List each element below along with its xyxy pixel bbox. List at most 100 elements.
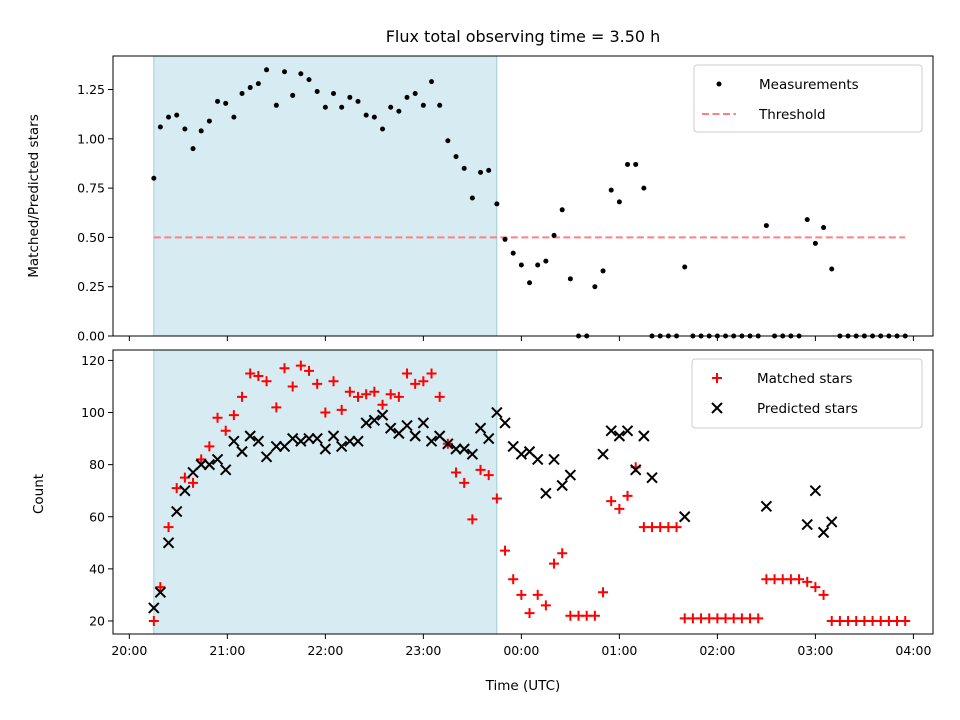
predicted-star-point	[236, 445, 248, 458]
matched-star-point	[393, 391, 404, 402]
matched-star-point	[163, 522, 174, 533]
chart-title: Flux total observing time = 3.50 h	[386, 27, 661, 46]
matched-star-point	[549, 558, 560, 569]
measurement-point	[453, 154, 459, 160]
matched-star-point	[818, 589, 829, 600]
predicted-star-point	[613, 430, 626, 442]
measurement-point	[412, 90, 418, 96]
predicted-star-point	[817, 526, 830, 539]
bottom-x-tick-label: 00:00	[503, 643, 539, 658]
predicted-star-point	[531, 453, 544, 466]
matched-star-point	[516, 589, 527, 600]
top-legend-marker	[716, 81, 722, 87]
matched-star-point	[312, 378, 323, 389]
measurement-point	[355, 98, 361, 104]
matched-star-point	[228, 410, 239, 421]
bottom-x-tick-label: 02:00	[699, 643, 735, 658]
predicted-star-point	[499, 417, 511, 429]
predicted-star-point	[376, 409, 389, 421]
measurement-point	[215, 98, 221, 104]
bottom-axes-frame	[112, 349, 934, 635]
matched-star-point	[671, 522, 682, 533]
measurement-point	[322, 104, 328, 110]
measurement-point	[527, 280, 533, 286]
bottom-y-tick-label: 20	[89, 613, 105, 628]
top-y-tick-label: 1.25	[77, 82, 105, 97]
top-y-tick-label: 0.50	[77, 230, 105, 245]
bottom-y-tick-label: 60	[89, 509, 105, 524]
measurement-point	[608, 187, 614, 193]
matched-star-point	[524, 608, 535, 619]
predicted-star-point	[466, 448, 479, 460]
matched-star-point	[410, 378, 421, 389]
matched-star-point	[426, 368, 437, 379]
predicted-star-point	[515, 448, 528, 460]
measurement-point	[763, 223, 769, 229]
measurement-point	[600, 268, 606, 274]
predicted-star-point	[311, 432, 323, 445]
measurement-point	[239, 90, 245, 96]
measurement-point	[223, 100, 229, 106]
predicted-star-point	[638, 430, 650, 442]
measurement-point	[502, 236, 508, 242]
top-y-tick-label: 1.00	[77, 131, 105, 146]
matched-star-point	[295, 360, 306, 371]
matched-star-point	[353, 391, 364, 402]
matched-star-point	[344, 386, 355, 397]
measurement-point	[282, 69, 288, 75]
bottom-legend-marker	[711, 402, 723, 414]
measurement-point	[567, 276, 573, 282]
predicted-star-point	[220, 464, 232, 476]
measurement-point	[157, 124, 163, 130]
matched-star-point	[614, 503, 625, 514]
measurement-point	[510, 250, 516, 256]
predicted-star-point	[303, 432, 315, 445]
measurement-point	[380, 126, 386, 132]
predicted-star-point	[491, 406, 503, 419]
matched-star-point	[467, 514, 478, 525]
top-legend-label: Measurements	[759, 77, 859, 93]
measurement-point	[247, 85, 253, 91]
matched-star-point	[179, 472, 190, 483]
measurement-point	[559, 207, 565, 213]
predicted-star-point	[252, 435, 265, 447]
measurement-point	[478, 169, 484, 175]
predicted-star-point	[270, 440, 283, 453]
predicted-star-point	[203, 458, 216, 471]
predicted-star-point	[260, 451, 273, 463]
bottom-legend-label: Predicted stars	[757, 401, 858, 417]
measurement-point	[437, 102, 443, 108]
matched-star-point	[491, 493, 502, 504]
matched-star-point	[606, 496, 617, 507]
predicted-star-point	[401, 419, 413, 432]
measurement-point	[829, 266, 835, 272]
measurement-point	[396, 108, 402, 114]
measurement-point	[461, 165, 467, 171]
bottom-panel: 20 40 60 80 100 120 20:00 21:00 22:00 23:00 00:00 0…	[81, 349, 934, 658]
measurement-point	[429, 79, 435, 85]
predicted-star-point	[425, 435, 438, 447]
predicted-star-point	[564, 469, 577, 481]
x-axis-label: Time (UTC)	[485, 678, 561, 694]
predicted-star-point	[195, 458, 207, 471]
measurement-point	[641, 185, 647, 191]
predicted-star-point	[540, 487, 552, 500]
predicted-star-point	[409, 430, 421, 442]
matched-star-point	[155, 582, 166, 593]
predicted-star-point	[474, 422, 487, 434]
matched-star-point	[320, 407, 331, 418]
top-axes-frame	[112, 55, 934, 337]
top-y-axis-label: Matched/Predicted stars	[26, 114, 42, 277]
predicted-star-point	[482, 432, 495, 445]
matched-star-point	[361, 389, 372, 400]
measurement-point	[206, 118, 212, 124]
matched-star-point	[271, 402, 282, 413]
measurement-point	[616, 199, 622, 205]
matched-star-point	[802, 576, 813, 587]
predicted-star-point	[646, 471, 658, 484]
bottom-x-tick-label: 03:00	[797, 643, 833, 658]
matched-star-point	[261, 376, 272, 387]
matched-star-point	[336, 404, 347, 415]
measurement-point	[339, 104, 345, 110]
